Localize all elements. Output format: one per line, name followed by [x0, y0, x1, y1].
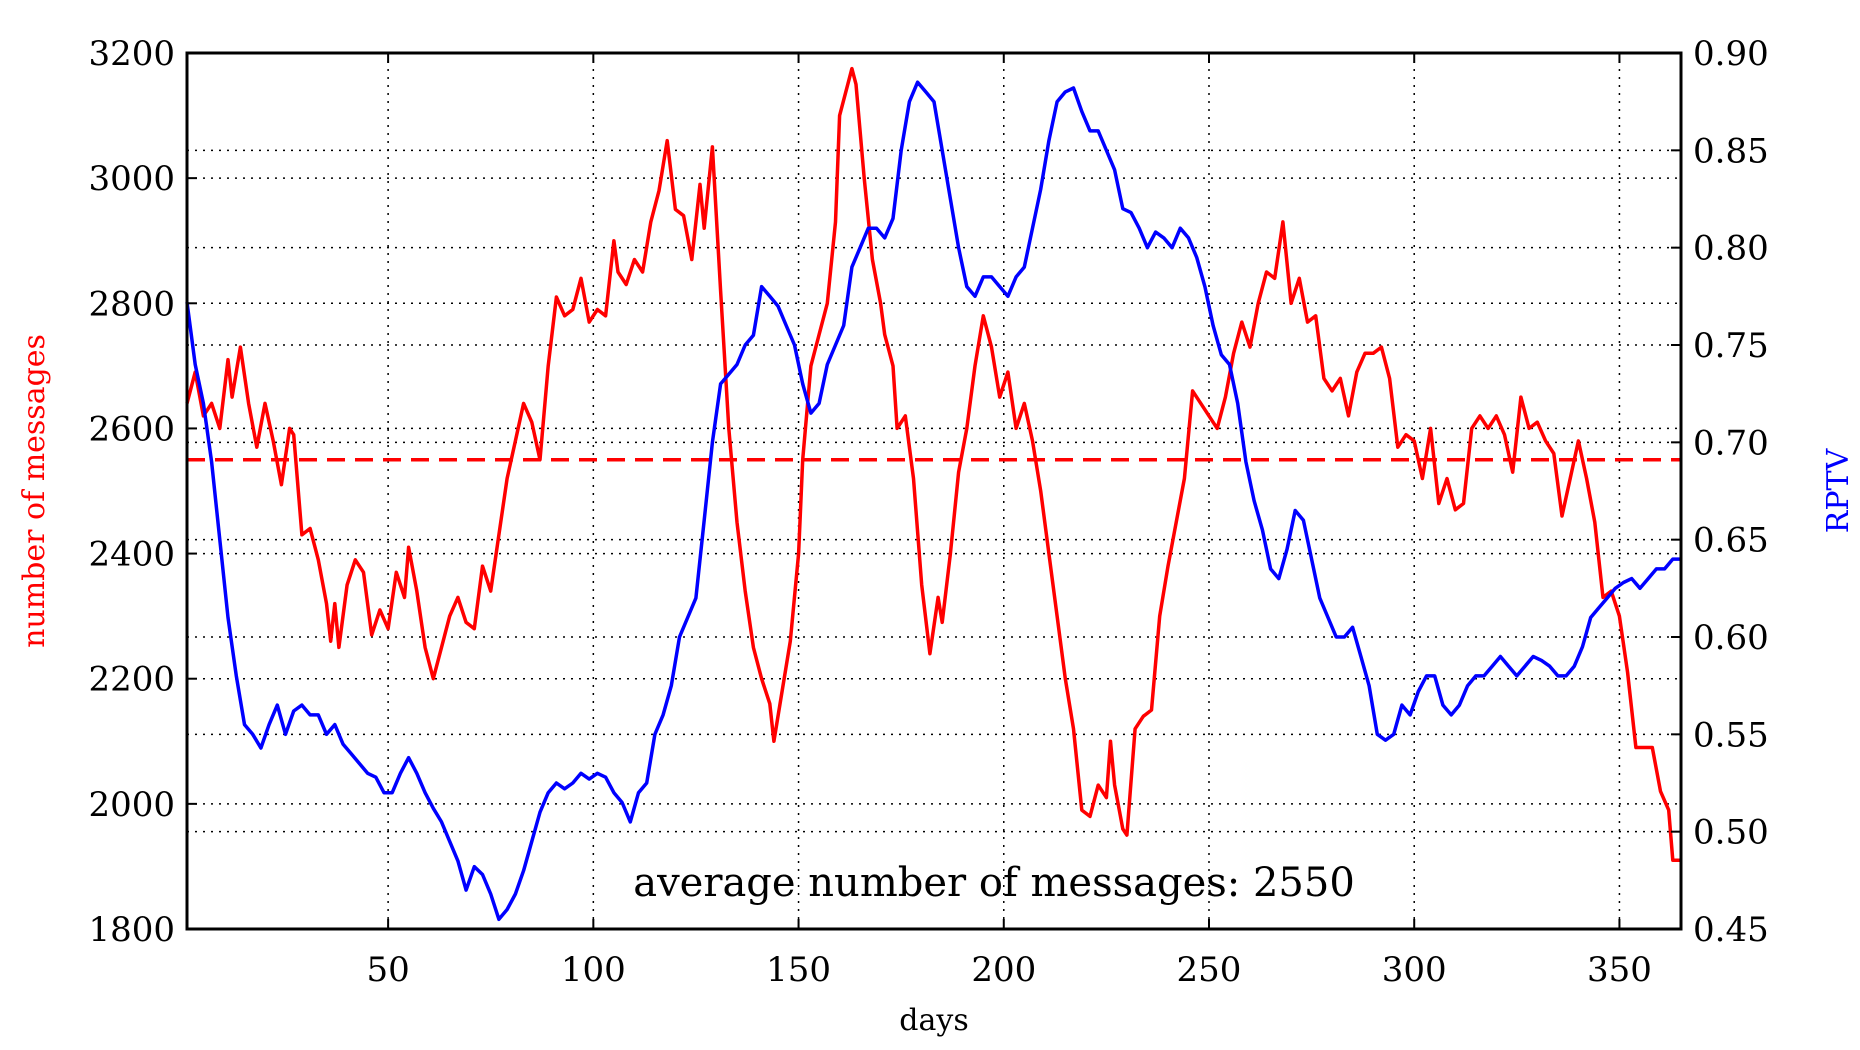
y-right-tick-label: 0.50 [1693, 813, 1769, 853]
y-left-tick-label: 3000 [88, 159, 175, 199]
y-axis-left-label: number of messages [17, 334, 52, 648]
y-right-tick-label: 0.90 [1693, 34, 1769, 74]
y-left-tick-label: 3200 [88, 34, 175, 74]
messages-series-line [185, 66, 1681, 862]
y-left-tick-label: 2800 [88, 284, 175, 324]
x-tick-label: 200 [971, 950, 1036, 990]
y-right-tick-label: 0.75 [1693, 326, 1769, 366]
x-tick-label: 100 [561, 950, 626, 990]
y-left-tick-label: 2600 [88, 409, 175, 449]
y-right-tick-label: 0.65 [1693, 521, 1769, 561]
y-left-tick-label: 2200 [88, 660, 175, 700]
y-left-tick-label: 2400 [88, 535, 175, 575]
y-axis-right-label: RPTV [1821, 447, 1856, 533]
y-right-tick-label: 0.80 [1693, 229, 1769, 269]
y-left-tick-label: 2000 [88, 785, 175, 825]
y-right-tick-label: 0.70 [1693, 423, 1769, 463]
average-annotation: average number of messages: 2550 [633, 860, 1355, 906]
x-tick-label: 350 [1587, 950, 1652, 990]
y-left-tick-label: 1800 [88, 910, 175, 950]
plot-frame [185, 51, 1683, 931]
grid-layer [187, 53, 1681, 929]
y-right-tick-label: 0.45 [1693, 910, 1769, 950]
y-right-tick-label: 0.85 [1693, 131, 1769, 171]
rptv-series-line [185, 80, 1681, 922]
series-layer [185, 66, 1681, 922]
x-tick-label: 250 [1177, 950, 1242, 990]
y-right-tick-label: 0.55 [1693, 715, 1769, 755]
y-right-tick-label: 0.60 [1693, 618, 1769, 658]
x-tick-label: 150 [766, 950, 831, 990]
label-layer: average number of messages: 2550 days nu… [17, 334, 1856, 1038]
x-tick-label: 300 [1382, 950, 1447, 990]
x-axis-label: days [899, 1003, 968, 1038]
tick-layer: 50 100 150 200 250 300 350 1800 2000 2200 2400 2600… [88, 34, 1768, 990]
x-tick-label: 50 [366, 950, 409, 990]
